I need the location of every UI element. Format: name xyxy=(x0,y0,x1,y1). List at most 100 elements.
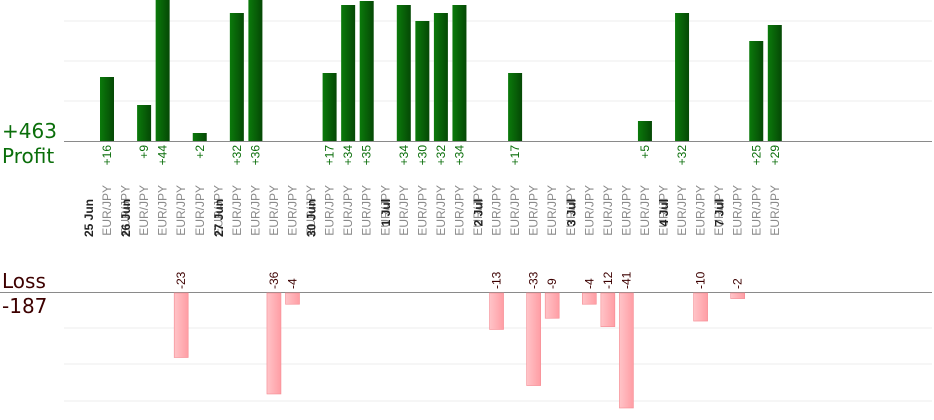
pair-tick-label: EUR/JPY xyxy=(638,185,652,236)
loss-bar xyxy=(693,292,708,322)
pair-tick-label: EUR/JPY xyxy=(174,185,188,236)
profit-bar xyxy=(637,121,652,141)
loss-bar xyxy=(173,292,189,358)
date-tick-label: 30 Jun xyxy=(305,199,319,237)
profit-bar xyxy=(248,0,263,141)
profit-total: +463 xyxy=(2,119,57,143)
pair-tick-label: EUR/JPY xyxy=(286,185,300,236)
pair-tick-label: EUR/JPY xyxy=(156,185,170,236)
date-tick-label: 3 Jul xyxy=(564,199,578,226)
profit-bar xyxy=(359,1,374,141)
pair-tick-label: EUR/JPY xyxy=(193,185,207,236)
loss-bar xyxy=(544,292,560,319)
loss-value-label: -4 xyxy=(582,278,596,289)
labels: +16 EUR/JPY 25 Jun EUR/JPY +9 EUR/JPY 26 Jun +4… xyxy=(82,145,782,289)
date-tick-label: 25 Jun xyxy=(82,199,96,237)
loss-value-label: -9 xyxy=(545,278,559,289)
pair-tick-label: EUR/JPY xyxy=(137,185,151,236)
pair-tick-label: EUR/JPY xyxy=(267,185,281,236)
profit-bar xyxy=(508,73,523,141)
loss-bar xyxy=(619,292,634,409)
pair-tick-label: EUR/JPY xyxy=(508,185,522,236)
profit-bar xyxy=(675,13,690,141)
loss-value-label: -12 xyxy=(601,271,615,289)
loss-value-label: -10 xyxy=(694,271,708,289)
date-tick-label: 27 Jun xyxy=(212,199,226,237)
pair-tick-label: EUR/JPY xyxy=(545,185,559,236)
pair-tick-label: EUR/JPY xyxy=(582,185,596,236)
loss-value-label: -23 xyxy=(174,271,188,289)
loss-bar xyxy=(730,292,746,299)
loss-label: Loss xyxy=(2,269,46,293)
profit-bar xyxy=(749,41,764,141)
pair-tick-label: EUR/JPY xyxy=(119,185,133,236)
pair-tick-label: EUR/JPY xyxy=(452,185,466,236)
profit-value-label: +34 xyxy=(452,145,466,166)
profit-value-label: +34 xyxy=(341,145,355,166)
profit-label: Profit xyxy=(2,144,55,168)
loss-bar xyxy=(526,292,541,386)
pair-tick-label: EUR/JPY xyxy=(694,185,708,236)
profit-bar xyxy=(415,21,430,141)
pair-tick-label: EUR/JPY xyxy=(601,185,615,236)
profit-value-label: +5 xyxy=(638,145,652,159)
pair-tick-label: EUR/JPY xyxy=(434,185,448,236)
loss-value-label: -33 xyxy=(527,271,541,289)
profit-bar xyxy=(767,25,782,141)
loss-value-label: -13 xyxy=(490,271,504,289)
loss-bar xyxy=(600,292,616,327)
loss-value-label: -36 xyxy=(267,271,281,289)
pair-tick-label: EUR/JPY xyxy=(712,185,726,236)
profit-bar xyxy=(341,5,356,141)
profit-bar xyxy=(192,133,207,141)
pair-tick-label: EUR/JPY xyxy=(100,185,114,236)
pair-tick-label: EUR/JPY xyxy=(564,185,578,236)
date-tick-label: 2 Jul xyxy=(472,199,486,226)
pair-tick-label: EUR/JPY xyxy=(619,185,633,236)
pair-tick-label: EUR/JPY xyxy=(490,185,504,236)
profit-value-label: +34 xyxy=(397,145,411,166)
loss-bar xyxy=(489,292,504,330)
loss-value-label: -41 xyxy=(619,271,633,289)
pair-tick-label: EUR/JPY xyxy=(341,185,355,236)
profit-bar xyxy=(433,13,448,141)
pair-tick-label: EUR/JPY xyxy=(304,185,318,236)
pair-tick-label: EUR/JPY xyxy=(230,185,244,236)
profit-value-label: +35 xyxy=(360,145,374,166)
pair-tick-label: EUR/JPY xyxy=(397,185,411,236)
profit-bar xyxy=(100,77,114,141)
pair-tick-label: EUR/JPY xyxy=(768,185,782,236)
pair-tick-label: EUR/JPY xyxy=(211,185,225,236)
pair-tick-label: EUR/JPY xyxy=(731,185,745,236)
profit-value-label: +9 xyxy=(137,145,151,159)
loss-total: -187 xyxy=(2,294,48,318)
profit-value-label: +29 xyxy=(768,145,782,166)
profit-value-label: +36 xyxy=(248,145,262,166)
profit-bar xyxy=(137,105,152,141)
loss-bar xyxy=(266,292,282,395)
profit-bar xyxy=(452,5,467,141)
profit-bar xyxy=(155,0,170,141)
pair-tick-label: EUR/JPY xyxy=(527,185,541,236)
pair-tick-label: EUR/JPY xyxy=(675,185,689,236)
loss-bar xyxy=(285,292,300,305)
pair-tick-label: EUR/JPY xyxy=(471,185,485,236)
date-tick-label: 7 Jul xyxy=(713,199,727,226)
pair-tick-label: EUR/JPY xyxy=(749,185,763,236)
pair-tick-label: EUR/JPY xyxy=(248,185,262,236)
pair-tick-label: EUR/JPY xyxy=(657,185,671,236)
pair-tick-label: EUR/JPY xyxy=(415,185,429,236)
date-tick-label: 26 Jun xyxy=(119,199,133,237)
date-tick-label: 4 Jul xyxy=(657,199,671,226)
profit-value-label: +32 xyxy=(230,145,244,166)
profit-value-label: +32 xyxy=(434,145,448,166)
profit-value-label: +32 xyxy=(675,145,689,166)
loss-value-label: -2 xyxy=(731,278,745,289)
profit-value-label: +30 xyxy=(415,145,429,166)
pair-tick-label: EUR/JPY xyxy=(360,185,374,236)
profit-value-label: +17 xyxy=(323,145,337,166)
pair-tick-label: EUR/JPY xyxy=(378,185,392,236)
bars xyxy=(100,0,782,409)
date-tick-label: 1 Jul xyxy=(379,199,393,226)
